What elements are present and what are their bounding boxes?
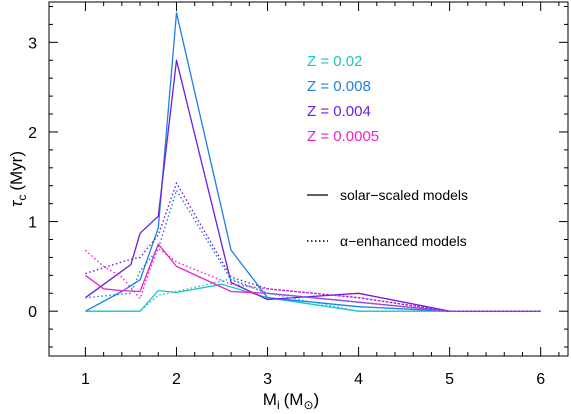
y-tick-label: 2 (28, 125, 37, 142)
series-lines (84, 12, 541, 312)
x-tick-label: 5 (445, 371, 454, 388)
series-line-solid (85, 283, 541, 312)
y-tick-label: 1 (28, 215, 37, 232)
sun-symbol: ⊙ (303, 398, 313, 412)
x-axis-title: Mi (M⊙) (263, 390, 319, 412)
x-tick-label: 4 (354, 371, 363, 388)
x-tick-label: 1 (81, 371, 90, 388)
y-axis-title: τc(Myr) (7, 151, 29, 207)
legend-entry: Z = 0.02 (307, 53, 362, 70)
y-tick-label: 3 (28, 35, 37, 52)
axis-ticks (49, 2, 568, 356)
x-tick-label: 6 (536, 371, 545, 388)
legend-entry: Z = 0.004 (307, 103, 371, 120)
series-line-solid (85, 12, 541, 312)
tick-labels: 1 2 3 4 5 6 0 1 2 3 (28, 35, 545, 388)
series-line-dotted (85, 189, 541, 312)
legend-entry: Z = 0.0005 (307, 128, 379, 145)
plot-frame (48, 1, 569, 357)
x-tick-label: 3 (263, 371, 272, 388)
series-line-dotted (84, 247, 541, 312)
y-tick-label: 0 (28, 304, 37, 321)
series-line-dotted (85, 182, 541, 312)
series-line-solid (85, 59, 541, 312)
style-label: α−enhanced models (340, 233, 467, 249)
legend-entry: Z = 0.008 (307, 78, 371, 95)
legend: Z = 0.02 Z = 0.008 Z = 0.004 Z = 0.0005 (307, 53, 379, 145)
style-label: solar−scaled models (340, 187, 468, 203)
x-tick-label: 2 (172, 371, 181, 388)
series-line-solid (85, 243, 541, 312)
style-legend: solar−scaled models α−enhanced models (307, 187, 468, 249)
